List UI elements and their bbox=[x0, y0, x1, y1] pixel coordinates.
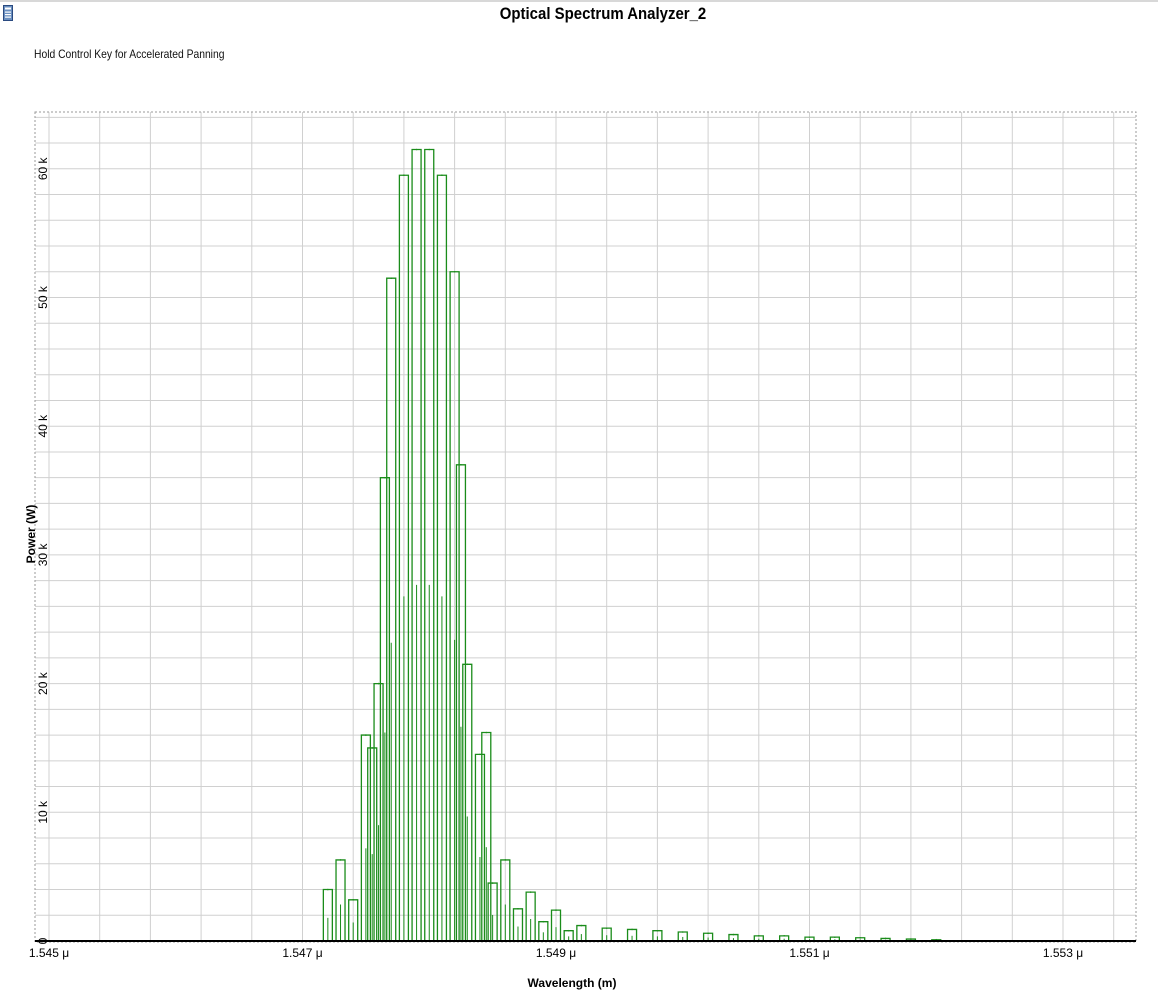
panning-hint: Hold Control Key for Accelerated Panning bbox=[34, 47, 225, 61]
spectrum-point bbox=[491, 882, 494, 884]
chart-title: Optical Spectrum Analyzer_2 bbox=[499, 4, 707, 23]
y-tick-label: 60 k bbox=[36, 156, 50, 180]
spectrum-point bbox=[783, 935, 785, 937]
spectrum-point bbox=[529, 891, 532, 893]
spectrum-point bbox=[377, 682, 380, 685]
x-axis-label: Wavelength (m) bbox=[528, 976, 617, 990]
spectrum-point bbox=[365, 734, 367, 736]
y-axis-ticks: 0 10 k 20 k 30 k 40 k 50 k 60 k bbox=[36, 156, 50, 944]
spectrum-point bbox=[479, 753, 481, 756]
spectrum-point bbox=[808, 936, 811, 938]
spectrum-point bbox=[567, 929, 570, 932]
x-axis-ticks: 1.545 μ 1.547 μ 1.549 μ 1.551 μ 1.553 μ bbox=[29, 946, 1083, 960]
spectrum-point bbox=[580, 924, 583, 927]
spectrum-point bbox=[415, 148, 418, 151]
spectrum-point bbox=[605, 927, 608, 929]
x-tick-label: 1.547 μ bbox=[282, 946, 322, 960]
document-icon[interactable] bbox=[3, 5, 13, 21]
spectrum-point bbox=[352, 899, 355, 901]
y-tick-label: 10 k bbox=[36, 800, 50, 824]
spectrum-point bbox=[884, 937, 887, 940]
spectrum-point bbox=[485, 731, 488, 734]
spectrum-point bbox=[681, 931, 684, 933]
y-tick-label: 0 bbox=[36, 937, 50, 944]
spectrum-point bbox=[859, 936, 861, 939]
spectrum-point bbox=[631, 928, 633, 931]
spectrum-point bbox=[656, 929, 659, 932]
spectrum-point bbox=[390, 277, 393, 279]
spectrum-point bbox=[542, 920, 545, 923]
spectrum-point bbox=[517, 908, 519, 910]
spectrum-point bbox=[428, 148, 431, 151]
spectrum-point bbox=[339, 859, 342, 861]
spectrum-point bbox=[758, 935, 760, 937]
y-tick-label: 20 k bbox=[36, 671, 50, 695]
spectrum-point bbox=[466, 663, 469, 666]
spectrum-point bbox=[910, 938, 912, 940]
spectrum-point bbox=[504, 859, 507, 861]
y-tick-label: 40 k bbox=[36, 414, 50, 438]
spectrum-point bbox=[453, 270, 456, 273]
x-tick-label: 1.551 μ bbox=[789, 946, 829, 960]
spectrum-point bbox=[403, 174, 405, 177]
trace-layer bbox=[49, 148, 1127, 942]
spectrum-point bbox=[384, 476, 386, 479]
spectrum-point bbox=[327, 888, 329, 891]
x-tick-label: 1.545 μ bbox=[29, 946, 69, 960]
spectrum-point bbox=[460, 464, 462, 466]
spectrum-point bbox=[834, 936, 836, 938]
spectrum-point bbox=[732, 933, 735, 936]
plot-area[interactable] bbox=[35, 112, 1136, 942]
grid bbox=[35, 112, 1136, 942]
y-tick-label: 30 k bbox=[36, 543, 50, 567]
x-tick-label: 1.553 μ bbox=[1043, 946, 1083, 960]
x-tick-label: 1.549 μ bbox=[536, 946, 576, 960]
spectrum-point bbox=[371, 747, 374, 749]
spectrum-point bbox=[555, 909, 557, 911]
spectrum-point bbox=[707, 932, 709, 935]
spectrum-point bbox=[441, 174, 443, 177]
y-tick-label: 50 k bbox=[36, 285, 50, 309]
y-axis-label: Power (W) bbox=[24, 505, 38, 564]
